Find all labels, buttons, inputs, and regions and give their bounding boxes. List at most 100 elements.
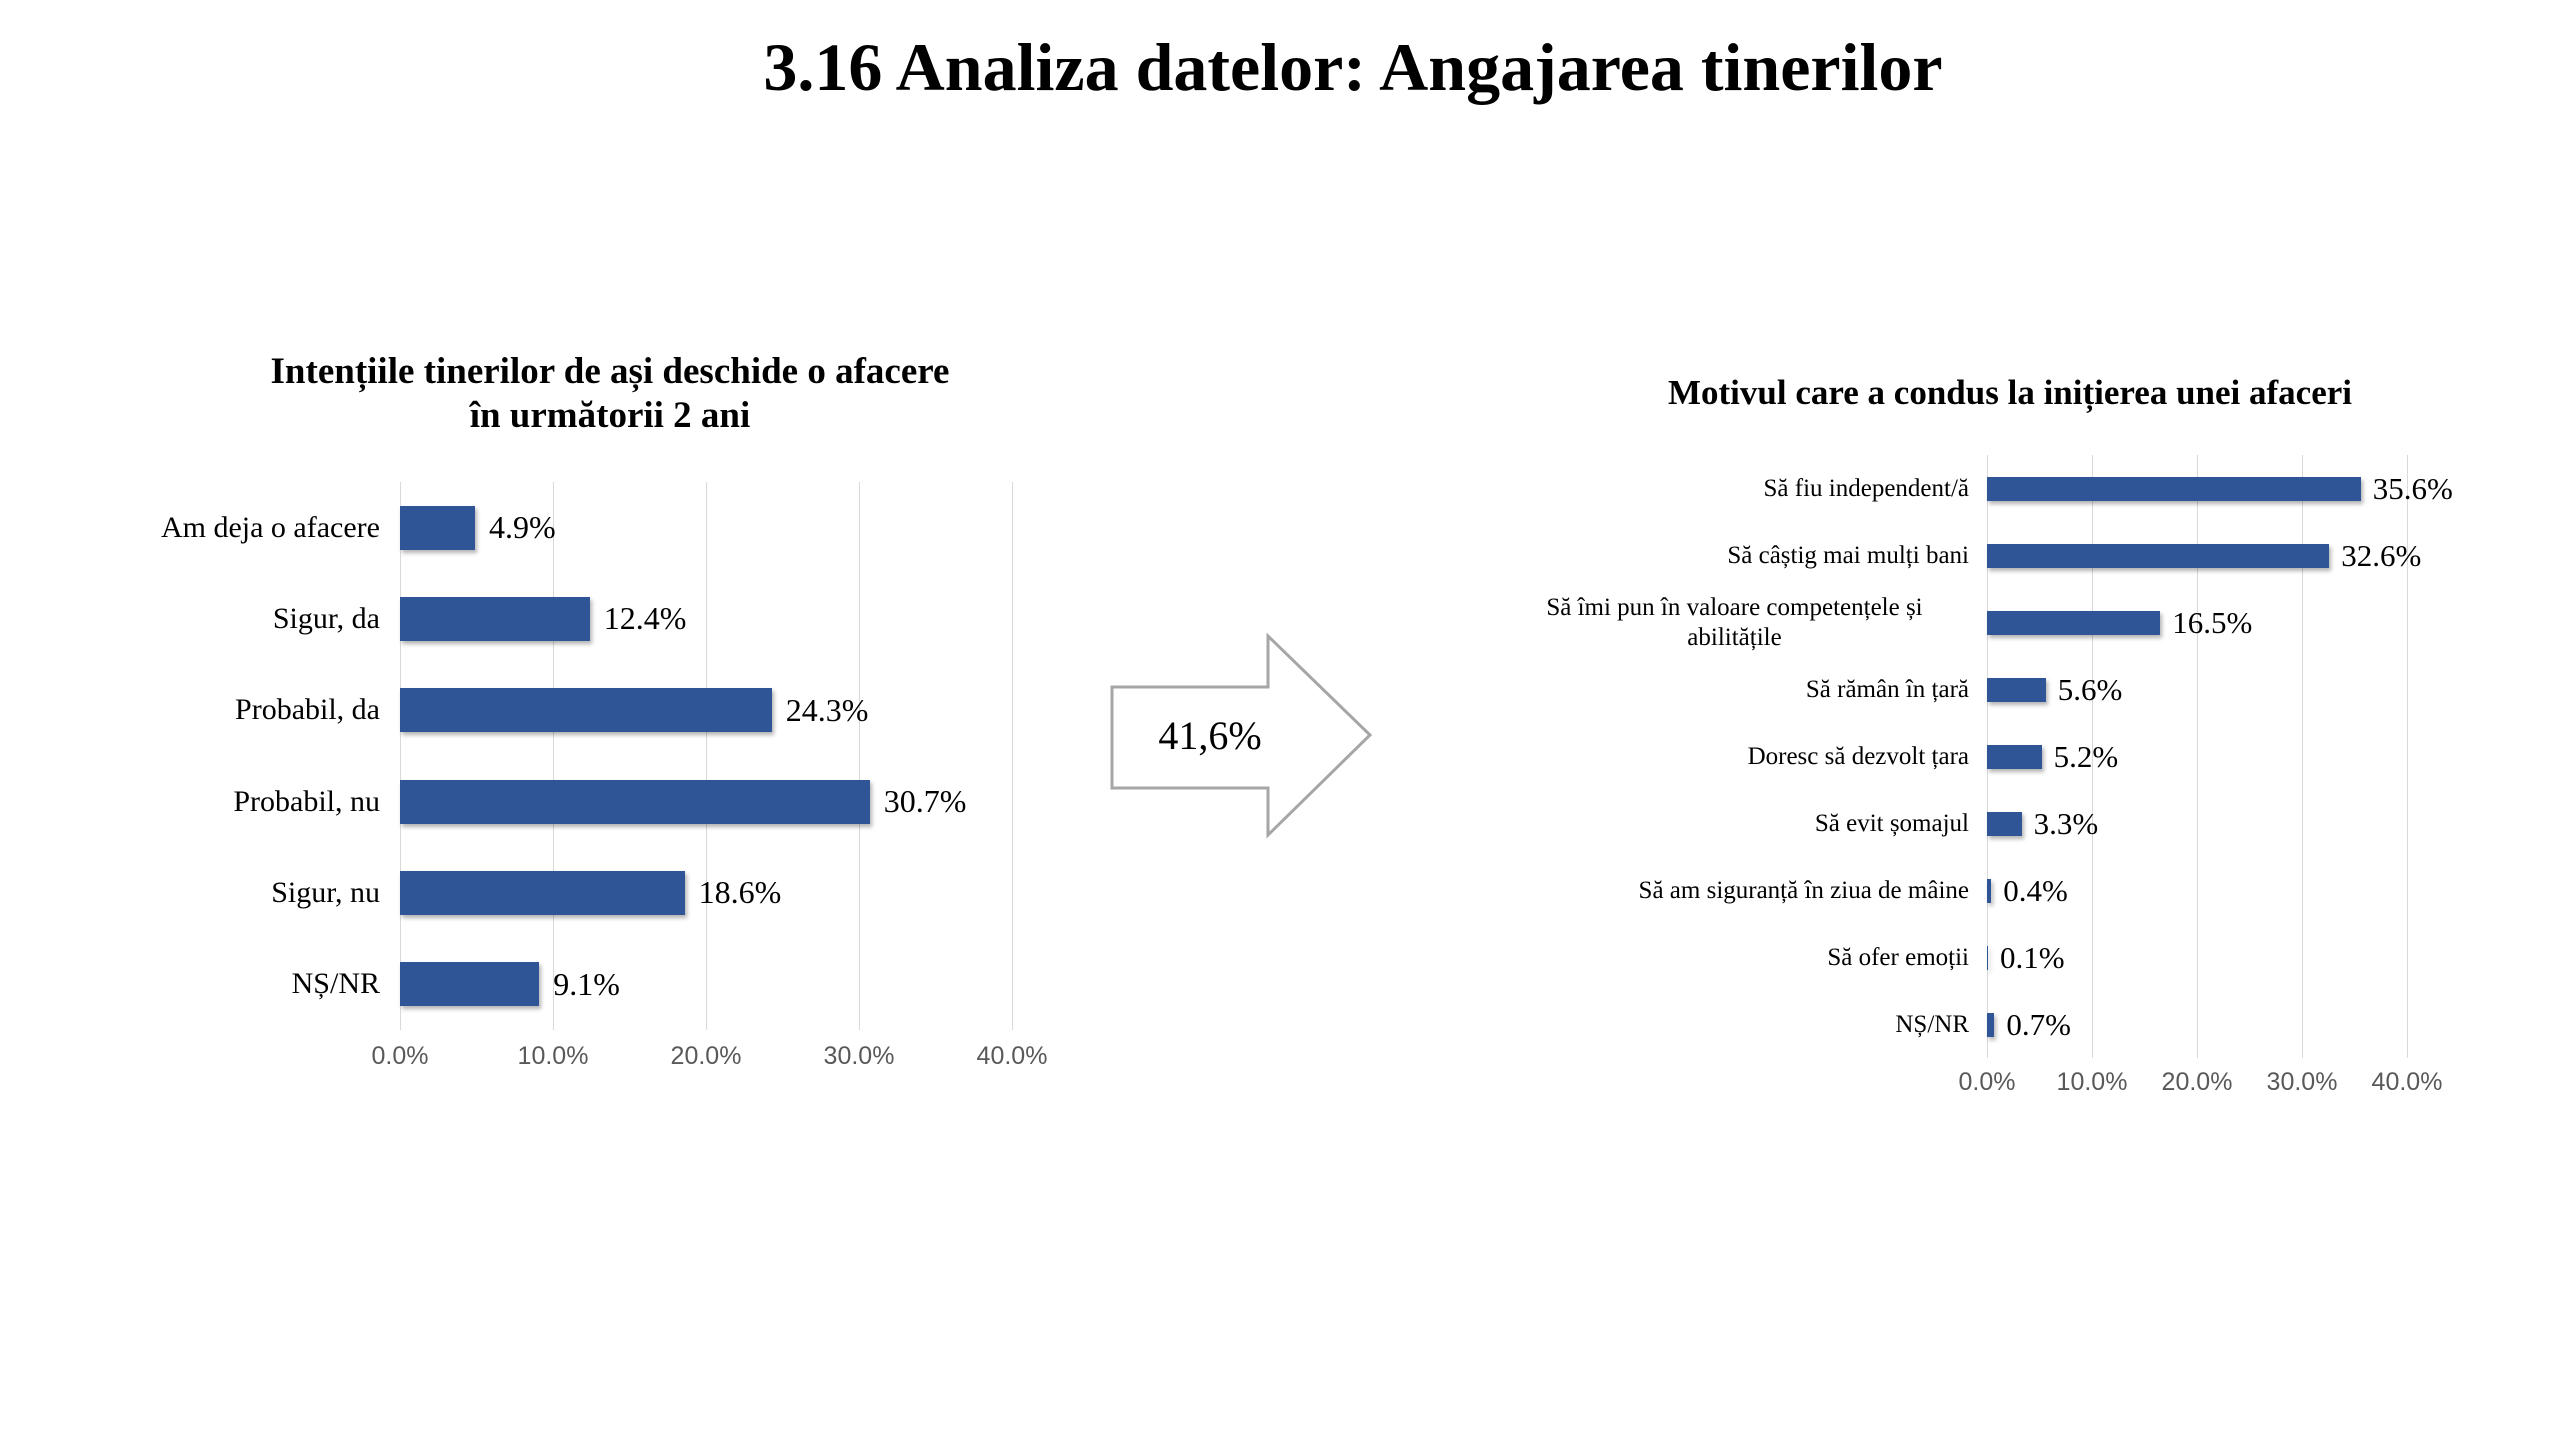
value-axis: 0.0% 10.0% 20.0% 30.0% 40.0%: [1959, 1068, 2443, 1108]
category-label: NȘ/NR: [1895, 1010, 1969, 1038]
category-label: Doresc să dezvolt țara: [1747, 742, 1969, 770]
right-arrow-shape: [1110, 632, 1373, 839]
bar: [400, 505, 475, 550]
x-axis-tick: 30.0%: [823, 1042, 895, 1070]
value-axis: 0.0% 10.0% 20.0% 30.0% 40.0%: [372, 1042, 1048, 1082]
value-label: 18.6%: [698, 874, 782, 911]
bar-row: 30.7%: [400, 756, 1040, 847]
motives-chart: Motivul care a condus la inițierea unei …: [1500, 362, 2520, 1162]
x-axis-tick: 20.0%: [670, 1042, 742, 1070]
gridline: [1012, 482, 1013, 1030]
bar: [400, 962, 540, 1007]
category-label: Să rămân în țară: [1805, 675, 1969, 703]
chart-title-text: Intențiile tinerilor de ași deschide o a…: [270, 351, 950, 437]
value-label: 32.6%: [2341, 537, 2422, 573]
bar-row: 16.5%: [1987, 589, 2437, 656]
category-label-row: Probabil, nu: [135, 756, 400, 847]
gridline: [2407, 455, 2408, 1058]
category-label: Să evit șomajul: [1814, 809, 1969, 837]
arrow-percentage-label: 41,6%: [1158, 713, 1262, 758]
bar-row: 24.3%: [400, 665, 1040, 756]
plot-area: 35.6% 32.6% 16.5% 5.6% 5.2% 3.3% 0.4% 0.1% 0.7%: [1987, 455, 2453, 1058]
bar: [1987, 744, 2042, 769]
category-label-row: Să îmi pun în valoare competențele și ab…: [1500, 589, 1987, 656]
bar-row: 9.1%: [400, 939, 1040, 1030]
category-label: Să ofer emoții: [1827, 943, 1969, 971]
category-label-row: Sigur, da: [135, 573, 400, 664]
bar-row: 32.6%: [1987, 522, 2437, 589]
category-label-row: NȘ/NR: [135, 939, 400, 1030]
value-label: 30.7%: [883, 783, 967, 820]
chart-title: Intențiile tinerilor de ași deschide o a…: [135, 350, 1085, 439]
category-label: Să îmi pun în valoare competențele și ab…: [1546, 593, 1923, 651]
bar: [1987, 878, 1992, 903]
value-label: 24.3%: [785, 691, 869, 728]
bar: [1987, 1012, 1995, 1037]
category-axis: Am deja o afacere Sigur, da Probabil, da Pr…: [135, 482, 400, 1030]
chart-title: Motivul care a condus la inițierea unei …: [1500, 372, 2520, 414]
bar-series: 4.9% 12.4% 24.3% 30.7% 18.6% 9.1%: [400, 482, 1040, 1030]
bar-row: 0.4%: [1987, 857, 2437, 924]
gridline: [2197, 455, 2198, 1058]
bar-row: 18.6%: [400, 847, 1040, 938]
gridline: [553, 482, 554, 1030]
category-label: Sigur, da: [272, 601, 380, 635]
category-label-row: Să fiu independent/ă: [1500, 455, 1987, 522]
x-axis-tick: 0.0%: [1958, 1068, 2016, 1096]
chart-title-text: Motivul care a condus la inițierea unei …: [1667, 373, 2353, 412]
x-axis-tick: 40.0%: [976, 1042, 1048, 1070]
bar-row: 12.4%: [400, 573, 1040, 664]
bar-row: 5.2%: [1987, 723, 2437, 790]
category-label-row: NȘ/NR: [1500, 991, 1987, 1058]
category-label-row: Să evit șomajul: [1500, 790, 1987, 857]
x-axis-tick: 0.0%: [371, 1042, 429, 1070]
x-axis-tick: 10.0%: [2056, 1068, 2128, 1096]
value-label: 0.4%: [2003, 872, 2068, 908]
category-label: Probabil, da: [235, 693, 380, 727]
bar: [1987, 677, 2046, 702]
value-label: 35.6%: [2372, 470, 2453, 506]
category-label-row: Am deja o afacere: [135, 482, 400, 573]
bar-row: 5.6%: [1987, 656, 2437, 723]
page-title: 3.16 Analiza datelor: Angajarea tinerilo…: [763, 29, 1943, 105]
bar: [400, 596, 590, 641]
bar: [1987, 543, 2330, 568]
bar-row: 4.9%: [400, 482, 1040, 573]
category-label: Să câștig mai mulți bani: [1727, 541, 1969, 569]
category-label: Să fiu independent/ă: [1763, 474, 1970, 502]
intentions-chart: Intențiile tinerilor de ași deschide o a…: [135, 340, 1085, 1140]
bar: [1987, 476, 2361, 501]
x-axis-tick: 30.0%: [2266, 1068, 2338, 1096]
category-label: Am deja o afacere: [160, 510, 380, 544]
category-label-row: Să ofer emoții: [1500, 924, 1987, 991]
gridline: [2092, 455, 2093, 1058]
category-label-row: Să câștig mai mulți bani: [1500, 522, 1987, 589]
chart-body: Să fiu independent/ă Să câștig mai mulți …: [1500, 455, 2453, 1058]
value-label: 3.3%: [2033, 805, 2099, 841]
category-label-row: Probabil, da: [135, 665, 400, 756]
category-label-row: Să rămân în țară: [1500, 656, 1987, 723]
bar: [1987, 945, 1989, 970]
category-label-row: Să am siguranță în ziua de mâine: [1500, 857, 1987, 924]
x-axis-tick: 40.0%: [2371, 1068, 2443, 1096]
gridline: [706, 482, 707, 1030]
category-label: NȘ/NR: [291, 967, 380, 1001]
x-axis-tick: 10.0%: [517, 1042, 589, 1070]
value-label: 12.4%: [603, 600, 687, 637]
bar: [400, 688, 772, 733]
value-label: 0.1%: [2000, 939, 2065, 975]
category-axis: Să fiu independent/ă Să câștig mai mulți …: [1500, 455, 1987, 1058]
category-label-row: Doresc să dezvolt țara: [1500, 723, 1987, 790]
plot-area: 4.9% 12.4% 24.3% 30.7% 18.6% 9.1%: [400, 482, 1040, 1030]
bar-row: 0.7%: [1987, 991, 2437, 1058]
bar: [1987, 811, 2022, 836]
value-label: 0.7%: [2006, 1006, 2071, 1042]
bar: [1987, 610, 2161, 635]
right-arrow-polygon: [1110, 632, 1373, 839]
category-label-row: Sigur, nu: [135, 847, 400, 938]
bar-row: 3.3%: [1987, 790, 2437, 857]
value-label: 9.1%: [553, 965, 620, 1002]
bar-row: 0.1%: [1987, 924, 2437, 991]
value-label: 5.6%: [2057, 671, 2123, 707]
